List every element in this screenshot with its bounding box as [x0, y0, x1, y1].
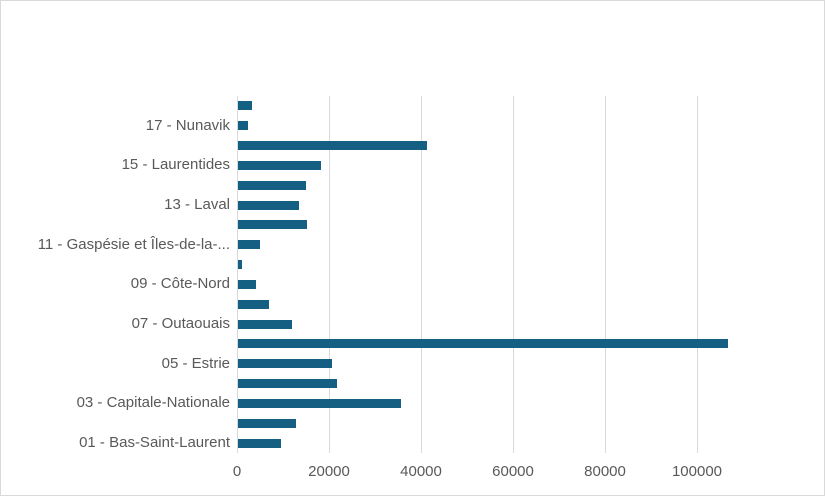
gridline — [697, 96, 698, 453]
bar — [238, 220, 307, 230]
bar — [238, 438, 281, 448]
gridline — [329, 96, 330, 453]
bar — [238, 379, 337, 389]
tick-label: 40000 — [400, 463, 442, 480]
bar — [238, 339, 728, 349]
bar — [238, 121, 248, 131]
category-label: 05 - Estrie — [161, 354, 230, 372]
category-label: 09 - Côte-Nord — [130, 275, 230, 293]
category-label: 13 - Laval — [164, 196, 230, 214]
gridline — [421, 96, 422, 453]
gridline — [513, 96, 514, 453]
category-label: 01 - Bas-Saint-Laurent — [79, 434, 230, 452]
bar — [238, 359, 332, 369]
bar — [238, 279, 256, 289]
category-label: 11 - Gaspésie et Îles-de-la-... — [37, 235, 230, 253]
bar — [238, 101, 252, 111]
tick-label: 80000 — [584, 463, 626, 480]
bar — [238, 299, 269, 309]
bar — [238, 240, 260, 250]
tick-label: 60000 — [492, 463, 534, 480]
bar — [238, 160, 321, 170]
bar — [238, 398, 401, 408]
bar — [238, 180, 306, 190]
y-axis-line — [237, 96, 238, 453]
plot-area — [237, 96, 785, 453]
tick-label: 100000 — [671, 463, 723, 480]
bar — [238, 200, 299, 210]
gridline — [605, 96, 606, 453]
bar — [238, 418, 296, 428]
bar — [238, 260, 242, 270]
bar — [238, 319, 292, 329]
bar — [238, 141, 427, 151]
tick-label: 0 — [232, 463, 242, 480]
category-label: 07 - Outaouais — [131, 315, 230, 333]
category-label: 03 - Capitale-Nationale — [76, 394, 230, 412]
tick-label: 20000 — [308, 463, 350, 480]
category-label: 15 - Laurentides — [121, 156, 230, 174]
category-label: 17 - Nunavik — [145, 116, 230, 134]
